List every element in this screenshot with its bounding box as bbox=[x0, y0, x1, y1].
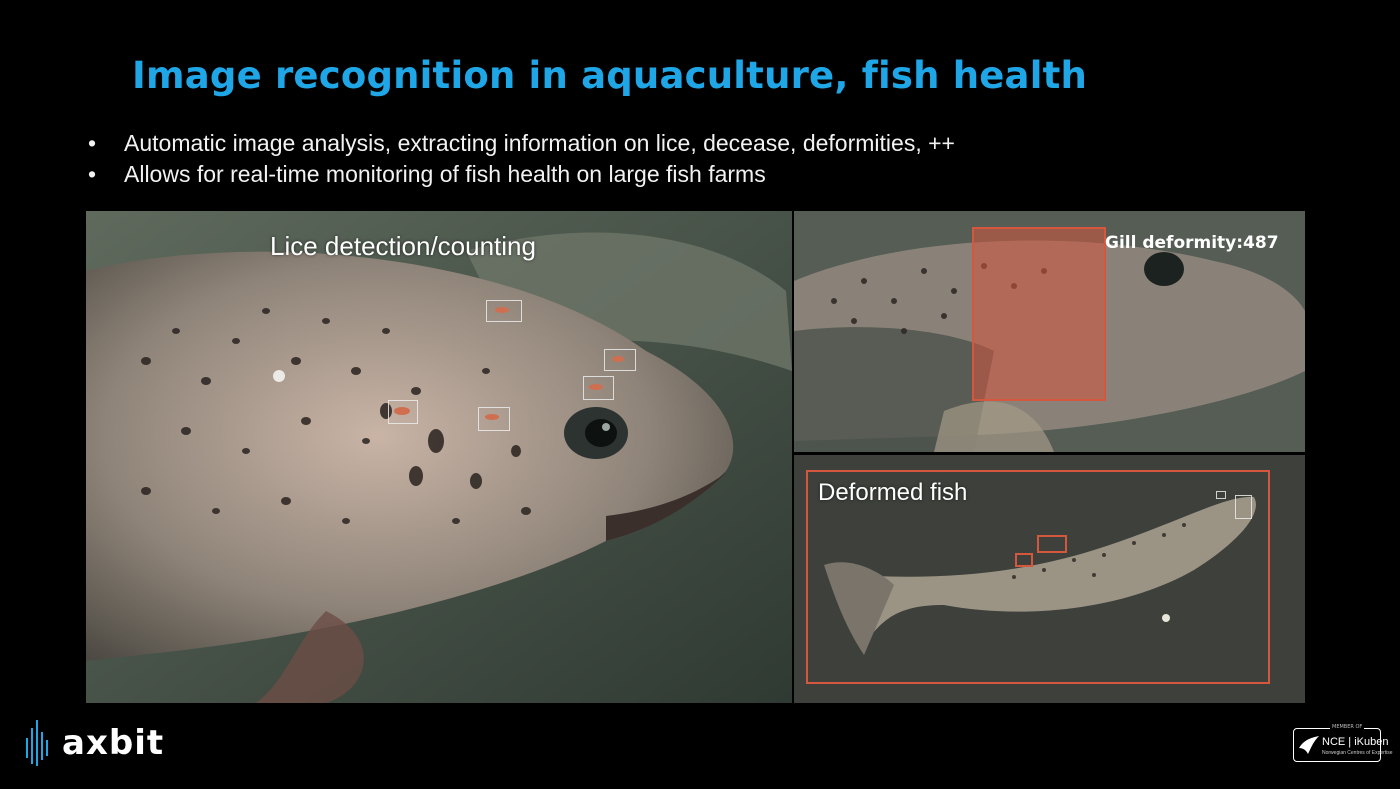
bullet-item: Automatic image analysis, extracting inf… bbox=[88, 128, 955, 159]
gill-deformity-box bbox=[972, 227, 1106, 401]
badge-member-text: MEMBER OF bbox=[1330, 724, 1364, 730]
deformity-detection-box bbox=[1015, 553, 1033, 567]
lice-detection-image: Lice detection/counting bbox=[86, 211, 792, 703]
deformed-fish-label: Deformed fish bbox=[818, 479, 967, 507]
badge-main-text: NCE | iKuben bbox=[1322, 736, 1388, 748]
axbit-logo-text: axbit bbox=[62, 723, 164, 763]
bullet-item: Allows for real-time monitoring of fish … bbox=[88, 159, 955, 190]
axbit-bars-icon bbox=[26, 720, 52, 766]
badge-sub-text: Norwegian Centres of Expertise bbox=[1322, 750, 1393, 756]
gill-deformity-image: Gill deformity:487 bbox=[794, 211, 1305, 452]
deformity-detection-box bbox=[1037, 535, 1067, 553]
deformed-fish-image: Deformed fish bbox=[794, 455, 1305, 703]
ikuben-bird-icon bbox=[1298, 734, 1320, 756]
lice-markers bbox=[86, 211, 792, 703]
detection-box bbox=[1216, 491, 1226, 499]
detection-box bbox=[1235, 495, 1252, 519]
bullet-list: Automatic image analysis, extracting inf… bbox=[88, 128, 955, 190]
axbit-logo: axbit bbox=[26, 720, 164, 766]
slide-title: Image recognition in aquaculture, fish h… bbox=[132, 54, 1087, 97]
gill-deformity-label: Gill deformity:487 bbox=[1105, 233, 1279, 253]
